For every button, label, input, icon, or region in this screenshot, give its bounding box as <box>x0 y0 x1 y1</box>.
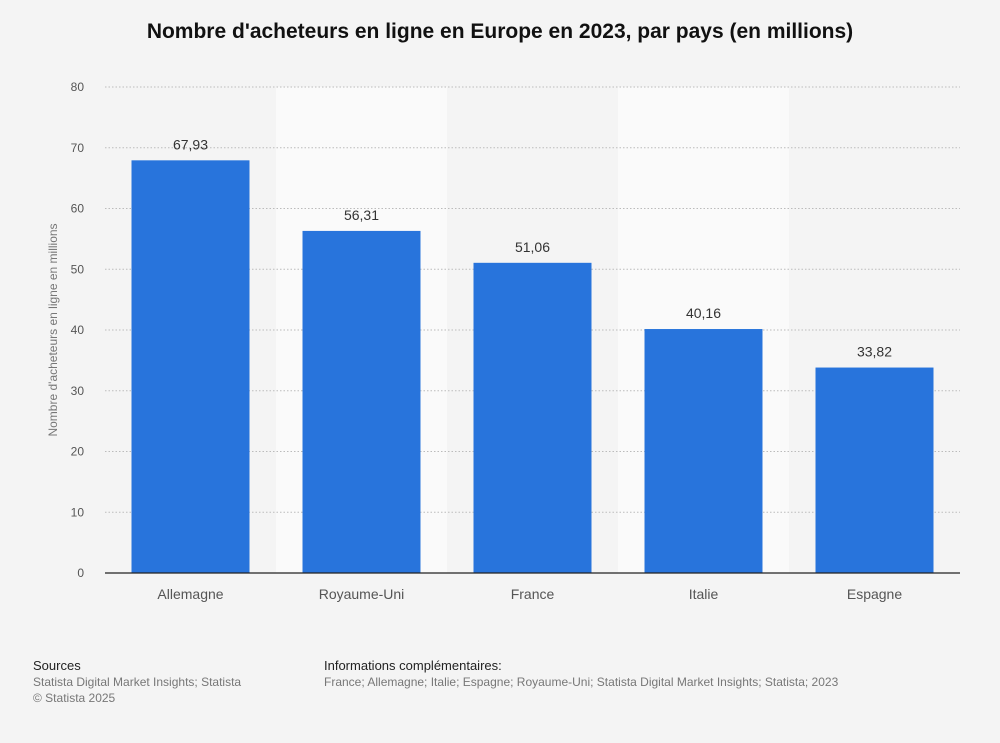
data-label: 33,82 <box>857 344 892 360</box>
x-tick-label: Royaume-Uni <box>319 586 405 602</box>
y-tick-label: 30 <box>71 384 85 398</box>
y-tick-label: 50 <box>71 262 85 276</box>
footer-info: Informations complémentaires: France; Al… <box>324 658 838 690</box>
bar-chart: 0 10 20 30 40 50 60 70 80 67,93 56,31 51,06 40,16 33… <box>46 80 960 602</box>
sources-line-2: © Statista 2025 <box>33 691 116 705</box>
sources-line-1: Statista Digital Market Insights; Statis… <box>33 675 242 689</box>
footer-sources: Sources Statista Digital Market Insights… <box>33 658 241 706</box>
info-heading: Informations complémentaires: <box>324 658 502 673</box>
data-label: 40,16 <box>686 305 721 321</box>
bar <box>131 160 250 573</box>
sources-heading: Sources <box>33 658 81 673</box>
chart-title: Nombre d'acheteurs en ligne en Europe en… <box>146 20 854 43</box>
y-tick-label: 10 <box>71 505 85 519</box>
y-tick-label: 60 <box>71 202 85 216</box>
bar <box>644 329 763 573</box>
y-tick-label: 80 <box>71 80 85 94</box>
y-tick-label: 20 <box>71 445 85 459</box>
info-text: France; Allemagne; Italie; Espagne; Roya… <box>324 675 839 689</box>
y-tick-label: 0 <box>77 566 84 580</box>
x-tick-label: France <box>511 586 555 602</box>
bar <box>473 262 592 573</box>
bar <box>302 230 421 573</box>
bar <box>815 367 934 573</box>
y-axis-label: Nombre d'acheteurs en ligne en millions <box>46 223 60 436</box>
y-tick-label: 40 <box>71 323 85 337</box>
data-label: 56,31 <box>344 207 379 223</box>
data-label: 67,93 <box>173 136 208 152</box>
data-label: 51,06 <box>515 239 550 255</box>
x-tick-label: Allemagne <box>157 586 223 602</box>
x-tick-label: Espagne <box>847 586 902 602</box>
y-tick-label: 70 <box>71 141 85 155</box>
x-tick-label: Italie <box>689 586 719 602</box>
